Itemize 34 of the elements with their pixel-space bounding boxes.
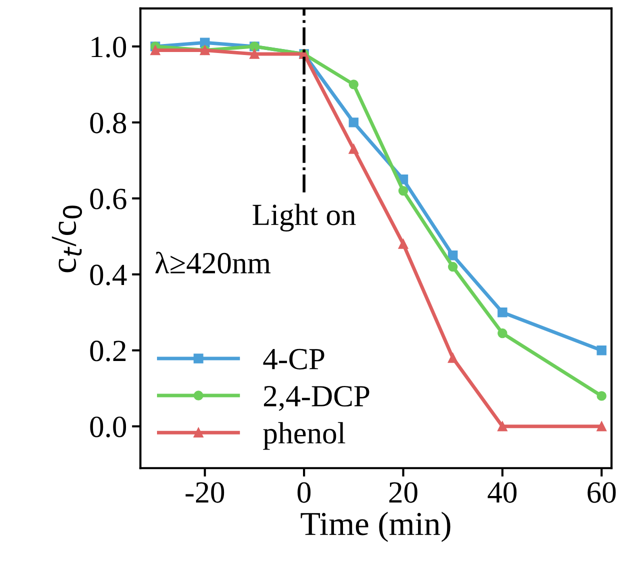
point xyxy=(498,308,508,318)
legend-label: 2,4-DCP xyxy=(264,386,370,411)
point xyxy=(448,250,458,260)
point xyxy=(448,262,458,272)
y-tick-label: 1.0 xyxy=(92,36,126,58)
point xyxy=(498,421,508,432)
ref-line-label: Light on xyxy=(252,204,356,232)
y-tick-label: 0.4 xyxy=(90,264,127,286)
x-axis-title: Time (min) xyxy=(300,512,450,542)
point xyxy=(348,118,359,128)
legend-label: phenol xyxy=(263,422,346,450)
point xyxy=(150,45,160,56)
y-tick-label: 0.6 xyxy=(90,188,126,210)
x-tick-label: 40 xyxy=(488,482,517,503)
legend-label: 4-CP xyxy=(263,348,324,370)
x-tick-label: 20 xyxy=(389,482,418,503)
point xyxy=(498,328,508,338)
point xyxy=(596,391,606,401)
y-tick-label: 0.8 xyxy=(90,112,126,134)
point xyxy=(348,144,359,154)
y-tick-label: 0.2 xyxy=(90,340,126,362)
y-axis-title: c$_{t}$/c$_{0}$ xyxy=(52,206,82,272)
y-tick-label: 0.0 xyxy=(90,416,126,438)
x-tick-label: -20 xyxy=(186,482,224,503)
point xyxy=(596,421,606,432)
point xyxy=(398,239,408,249)
x-tick-label: 0 xyxy=(298,482,311,503)
point xyxy=(596,345,606,356)
point xyxy=(250,49,260,59)
point xyxy=(348,80,359,90)
annotation: λ≥420nm xyxy=(155,252,271,274)
x-tick-label: 60 xyxy=(588,482,616,503)
point xyxy=(448,353,458,363)
point xyxy=(398,186,408,196)
